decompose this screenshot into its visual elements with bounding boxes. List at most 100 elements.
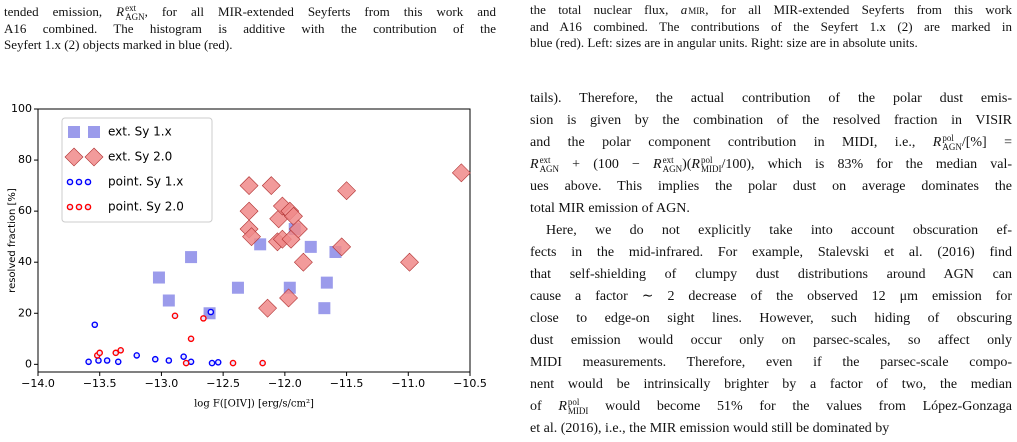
x-tick-label: −12.5: [206, 377, 240, 390]
marker-diamond: [84, 147, 104, 167]
marker-circle: [91, 321, 99, 329]
y-tick-label: 20: [18, 306, 32, 319]
marker-circle: [171, 312, 179, 320]
text-run: /100), which is 83% for the median val-: [721, 157, 1012, 172]
marker-diamond: [64, 147, 84, 167]
text-run: A16 combined. The histogram is additive …: [4, 20, 496, 36]
marker-square: [185, 251, 198, 264]
marker-circle: [112, 349, 120, 357]
subscript: MIDI: [700, 163, 722, 174]
legend-label: ext. Sy 2.0: [108, 150, 172, 164]
subscript: AGN: [539, 163, 560, 174]
text-run: cause a factor ∼ 2 decrease of the obser…: [530, 289, 1012, 304]
marker-square: [152, 271, 165, 284]
marker-diamond: [400, 252, 419, 272]
x-tick-label: −11.0: [391, 377, 425, 390]
text-run: nent would be intrinsically brighter by …: [530, 377, 1012, 392]
marker-square: [231, 281, 244, 294]
marker-circle: [84, 178, 92, 186]
text-line: tails). Therefore, the actual contributi…: [530, 88, 1012, 110]
text-run: Seyfert 1.x (2) objects marked in blue (…: [4, 37, 233, 52]
text-line: Seyfert 1.x (2) objects marked in blue (…: [4, 37, 496, 54]
text-line: MIDI measurements. Therefore, even if th…: [530, 352, 1012, 374]
marker-diamond: [242, 227, 261, 247]
math-scripts: MIR: [688, 5, 706, 16]
legend-label: ext. Sy 1.x: [108, 125, 172, 139]
text-run: , for all MIR-extended Seyferts from thi…: [144, 4, 496, 19]
math-base: a: [680, 2, 688, 17]
marker-circle: [208, 359, 216, 367]
superscript: ext: [662, 154, 674, 165]
right-caption: the total nuclear flux, a MIR, for all MI…: [530, 2, 1012, 52]
marker-square: [88, 126, 100, 138]
subscript: AGN: [125, 12, 145, 23]
marker-circle: [84, 203, 92, 211]
math-base: R: [530, 157, 539, 172]
marker-circle: [200, 315, 207, 322]
math-scripts: ext AGN: [125, 4, 145, 22]
math-scripts: pol AGN: [942, 133, 962, 152]
marker-diamond: [337, 181, 356, 201]
legend-box: [61, 117, 213, 223]
marker-circle: [214, 358, 222, 366]
text-line: nent would be intrinsically brighter by …: [530, 374, 1012, 396]
math-scripts: pol MIDI: [567, 397, 589, 416]
marker-circle: [117, 346, 124, 354]
marker-diamond: [261, 176, 281, 196]
marker-square: [162, 294, 175, 307]
marker-circle: [114, 358, 122, 366]
text-run: + (100 −: [559, 157, 654, 172]
subscript: MIR: [688, 5, 706, 16]
text-run: tails). Therefore, the actual contributi…: [530, 91, 1012, 106]
marker-square: [254, 238, 267, 251]
text-run: the total nuclear flux,: [530, 2, 681, 17]
superscript: pol: [700, 154, 713, 165]
text-run: sion is given by the combination of the …: [530, 113, 1012, 128]
y-tick-label: 40: [18, 255, 32, 268]
math-base: R: [932, 135, 942, 150]
text-run: close to edge-on sight lines. However, s…: [530, 311, 1012, 326]
math-base: R: [558, 399, 567, 414]
marker-square: [68, 126, 80, 138]
text-run: /[%] =: [961, 135, 1012, 150]
marker-circle: [133, 352, 141, 359]
subscript: AGN: [942, 141, 962, 152]
chart: −14.0 −13.5 −13.0 −12.5 −12.0 −11.5 −11.0 −10.5…: [7, 102, 487, 410]
text-line: the total nuclear flux, a MIR, for all MI…: [530, 2, 1012, 19]
text-line: and A16 combined. The contributions of t…: [530, 19, 1012, 36]
marker-circle: [85, 358, 92, 366]
text-run: of: [530, 399, 559, 414]
math-base: R: [116, 4, 125, 19]
text-line: blue (red). Left: sizes are in angular u…: [530, 35, 1012, 52]
marker-circle: [182, 359, 190, 367]
marker-circle: [75, 203, 83, 211]
plot-frame: [37, 108, 471, 373]
superscript: ext: [125, 3, 137, 14]
subscript: MIDI: [567, 405, 589, 416]
math-base: R: [691, 157, 700, 172]
marker-diamond: [258, 298, 278, 318]
x-tick-label: −10.5: [453, 377, 487, 390]
text-run: total MIR emission of AGN.: [530, 201, 690, 216]
x-axis-label: log F([OIV]) [erg/s/cm²]: [194, 399, 314, 410]
text-line: Here, we do not explicitly take into acc…: [530, 220, 1012, 242]
marker-circle: [95, 357, 102, 364]
x-tick-label: −14.0: [21, 377, 55, 390]
text-run: Here, we do not explicitly take into acc…: [546, 223, 1012, 238]
marker-diamond: [451, 163, 471, 183]
marker-diamond: [332, 237, 352, 257]
marker-diamond: [293, 252, 313, 272]
marker-square: [318, 302, 331, 315]
subscript: AGN: [662, 163, 683, 174]
math-scripts: pol MIDI: [700, 154, 722, 174]
text-run: , for all MIR-extended Seyferts from thi…: [705, 2, 1012, 17]
marker-circle: [259, 359, 266, 367]
marker-circle: [103, 357, 111, 364]
marker-circle: [151, 355, 159, 363]
text-line: close to edge-on sight lines. However, s…: [530, 308, 1012, 330]
